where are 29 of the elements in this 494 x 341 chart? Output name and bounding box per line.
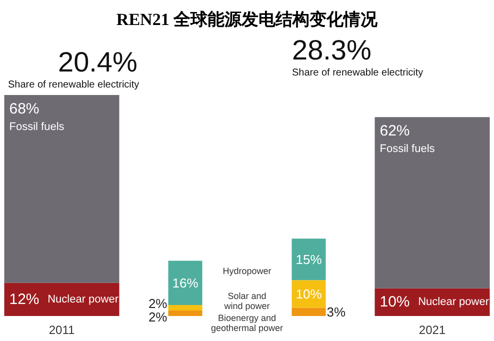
data-label: 3% — [326, 304, 346, 320]
text: 20.4% Share of renewable electricity — [8, 46, 140, 90]
series-label: Fossil fuels — [9, 121, 65, 133]
text: Solar and wind power — [223, 290, 270, 311]
x-tick-label: 2011 — [48, 323, 75, 337]
bar — [374, 117, 490, 288]
bar — [292, 238, 326, 280]
bar — [168, 260, 202, 305]
series-label: Nuclear power — [48, 293, 119, 306]
data-label: 2% — [148, 310, 168, 325]
data-label: 12% — [9, 290, 48, 308]
series-label: Bioenergy and geothermal power — [210, 312, 284, 333]
bar — [292, 308, 326, 316]
x-tick-label: 2021 — [418, 323, 446, 337]
text: Nuclear power — [418, 296, 490, 308]
data-label: 16% — [172, 275, 199, 290]
data-label: 2% — [148, 296, 168, 312]
data-label: 10% — [296, 286, 322, 302]
bar — [4, 95, 120, 283]
data-label: 68% — [9, 100, 40, 118]
data-label: 62% — [380, 122, 410, 140]
chart-title: REN21 全球能源发电结构变化情况 — [116, 10, 379, 29]
text: Fossil fuels — [380, 143, 435, 156]
bar — [168, 310, 202, 316]
text: Hydropower — [222, 266, 272, 276]
data-label: 10% — [380, 294, 418, 311]
data-label: 15% — [296, 252, 322, 267]
text: 28.3% Share of renewable electricity — [292, 34, 424, 78]
bar — [168, 304, 202, 310]
